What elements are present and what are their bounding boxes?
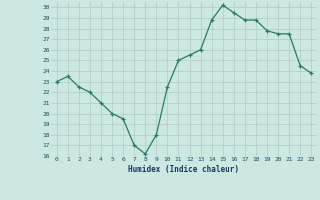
X-axis label: Humidex (Indice chaleur): Humidex (Indice chaleur) xyxy=(129,165,239,174)
